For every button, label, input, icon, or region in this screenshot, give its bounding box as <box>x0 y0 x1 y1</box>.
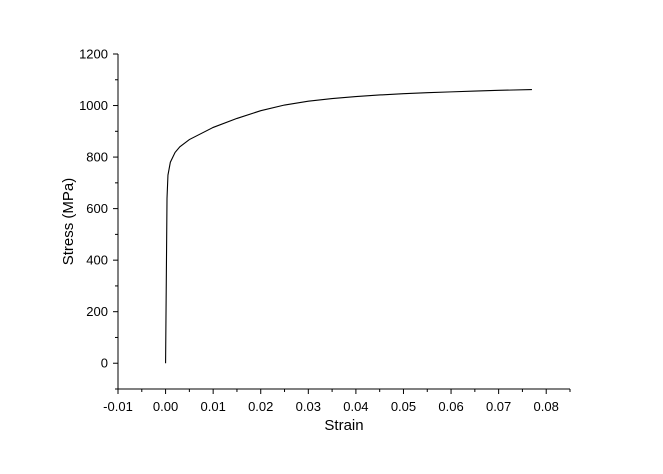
y-tick-label: 200 <box>86 304 108 319</box>
y-tick-label: 400 <box>86 253 108 268</box>
y-tick-label: 600 <box>86 201 108 216</box>
x-ticks: -0.01 0.00 0.01 0.02 0.03 0.04 0.05 0.06 0.07 0.0… <box>103 389 571 414</box>
x-tick-label: 0.02 <box>248 399 273 414</box>
y-tick-label: 1000 <box>79 98 108 113</box>
y-tick-label: 0 <box>101 356 108 371</box>
x-tick-label: -0.01 <box>103 399 133 414</box>
x-tick-label: 0.03 <box>296 399 321 414</box>
x-axis-title: Strain <box>324 417 363 434</box>
x-tick-label: 0.06 <box>438 399 463 414</box>
x-tick-label: 0.08 <box>534 399 559 414</box>
x-tick-label: 0.00 <box>153 399 178 414</box>
y-axis-title: Stress (MPa) <box>60 178 77 266</box>
y-ticks: 0 200 400 600 800 1000 1200 <box>79 47 118 390</box>
y-tick-label: 800 <box>86 150 108 165</box>
x-tick-label: 0.01 <box>201 399 226 414</box>
x-tick-label: 0.05 <box>391 399 416 414</box>
x-tick-label: 0.07 <box>486 399 511 414</box>
stress-strain-curve <box>165 89 532 364</box>
y-tick-label: 1200 <box>79 47 108 62</box>
x-tick-label: 0.04 <box>343 399 368 414</box>
